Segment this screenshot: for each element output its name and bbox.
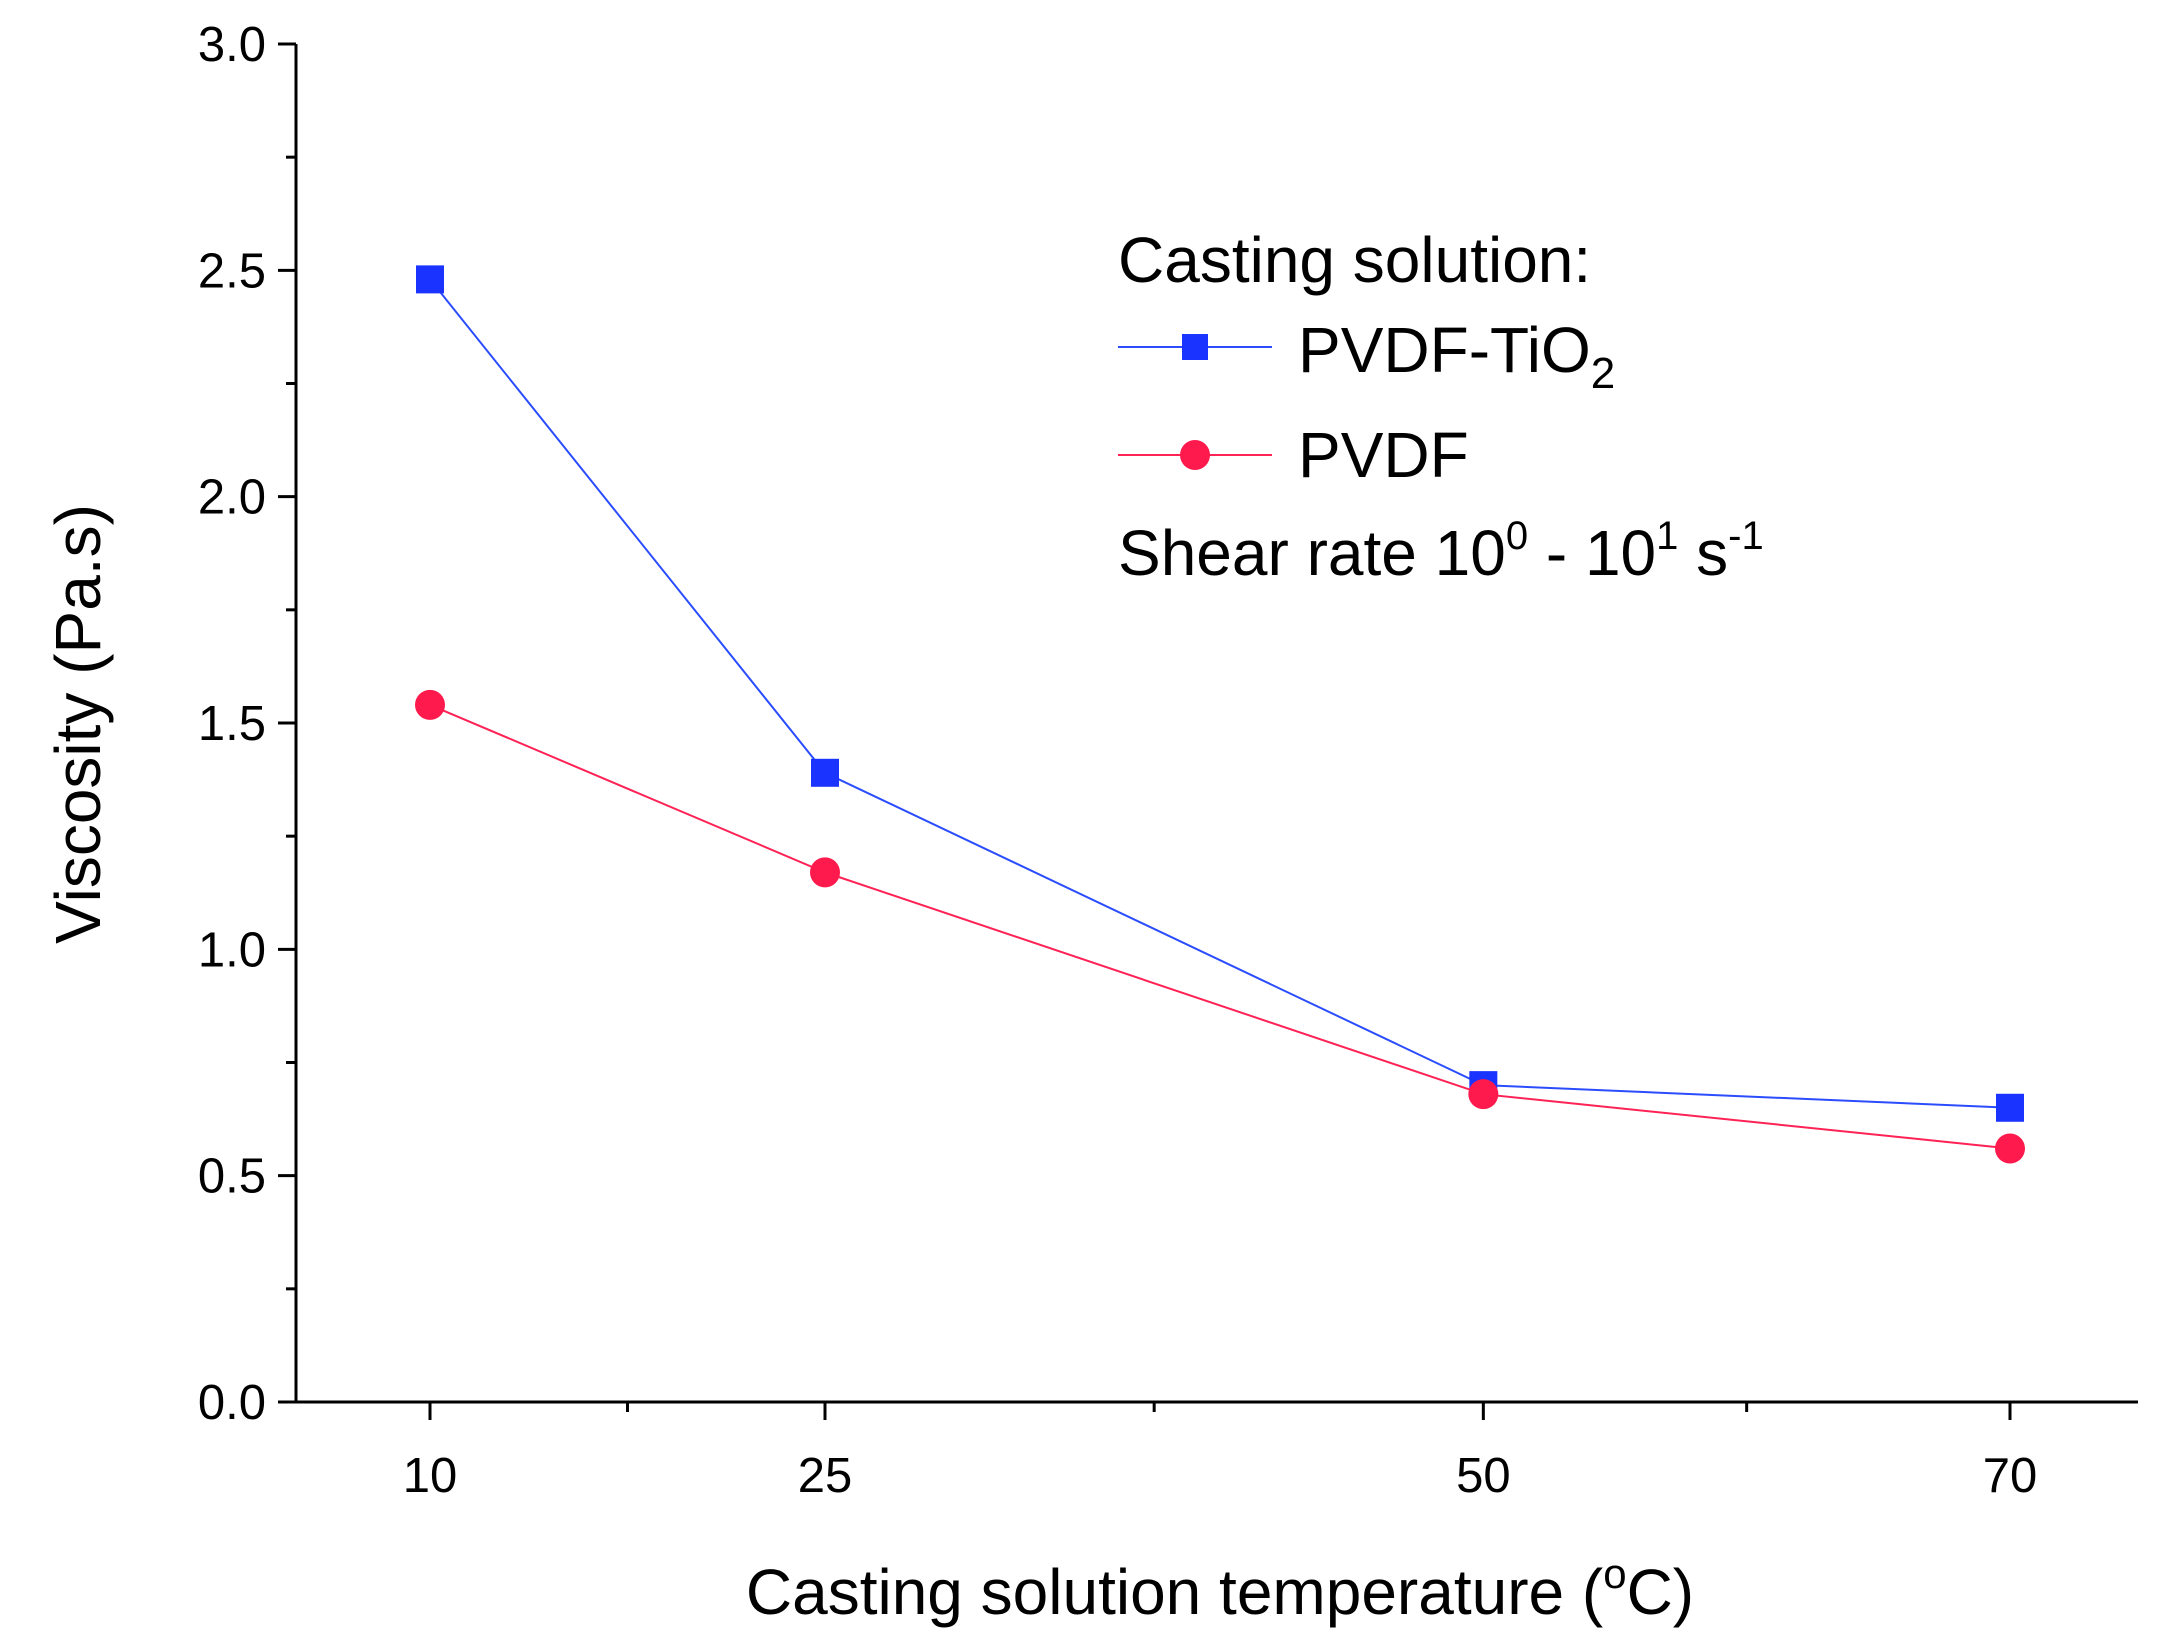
shear-note-unit: s [1678, 517, 1728, 589]
shear-note-mid: - 10 [1528, 517, 1656, 589]
y-tick-label: 1.0 [198, 923, 266, 977]
y-tick-label: 3.0 [198, 18, 266, 72]
data-point-pvdf [1995, 1133, 2025, 1164]
x-tick-label: 50 [1456, 1449, 1511, 1503]
x-ticks: 10 25 50 70 [403, 1402, 2038, 1503]
x-tick-label: 25 [798, 1449, 853, 1503]
shear-note-sup1: 0 [1506, 514, 1528, 558]
data-point-pvdf [1468, 1079, 1499, 1110]
y-ticks: 0.0 0.5 1.0 1.5 2.0 2.5 3.0 [198, 18, 296, 1430]
legend-shear-rate-note: Shear rate 100 - 101 s-1 [1118, 514, 1764, 589]
legend-label-pvdf-tio2-main: PVDF-TiO [1298, 314, 1591, 386]
series-layer [415, 265, 2025, 1164]
y-axis-title: Viscosity (Pa.s) [42, 504, 114, 944]
y-tick-label: 2.5 [198, 244, 266, 298]
data-point-pvdf-tio2 [811, 758, 839, 787]
series-line-pvdf-tio2 [429, 278, 2011, 1109]
y-tick-label: 0.0 [198, 1376, 266, 1430]
shear-note-prefix: Shear rate 10 [1118, 517, 1506, 589]
data-point-pvdf [415, 689, 445, 720]
legend-title: Casting solution: [1118, 224, 1591, 296]
legend: Casting solution: PVDF-TiO2 PVDF Shear r… [1118, 224, 1764, 589]
series-line-pvdf [429, 703, 2011, 1150]
legend-marker-pvdf [1180, 440, 1210, 470]
x-axis-title-main: Casting solution temperature ( [746, 1556, 1603, 1628]
data-point-pvdf [810, 857, 840, 888]
data-point-pvdf-tio2 [1996, 1093, 2024, 1122]
x-axis-title: Casting solution temperature (oC) [746, 1550, 1694, 1628]
shear-note-sup3: -1 [1728, 514, 1764, 558]
legend-label-pvdf-tio2: PVDF-TiO2 [1298, 314, 1615, 398]
legend-marker-pvdf-tio2 [1182, 334, 1208, 360]
legend-label-pvdf-tio2-sub: 2 [1591, 349, 1615, 398]
legend-label-pvdf: PVDF [1298, 419, 1469, 491]
shear-note-sup2: 1 [1656, 514, 1678, 558]
y-tick-label: 0.5 [198, 1150, 266, 1204]
y-tick-label: 2.0 [198, 471, 266, 525]
x-tick-label: 10 [403, 1449, 458, 1503]
data-point-pvdf-tio2 [416, 265, 444, 294]
x-tick-label: 70 [1983, 1449, 2038, 1503]
y-tick-label: 1.5 [198, 697, 266, 751]
x-axis-title-degree: o [1603, 1550, 1626, 1597]
x-axis-title-unit: C) [1627, 1556, 1695, 1628]
